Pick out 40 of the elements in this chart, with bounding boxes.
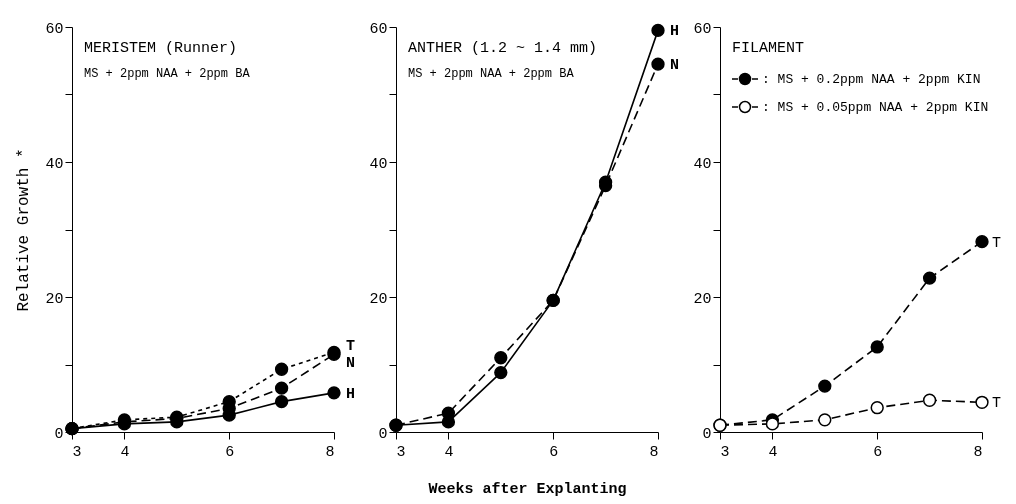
x-tick-label: 6 [549, 443, 559, 461]
y-tick-label: 0 [378, 425, 388, 443]
series-label: H [346, 385, 356, 403]
text: ANTHER (1.2 ~ 1.4 mm) [408, 40, 598, 57]
legend-label: : MS + 0.05ppm NAA + 2ppm KIN [762, 100, 989, 115]
y-tick-label: 40 [693, 155, 712, 173]
x-tick-label: 3 [72, 443, 82, 461]
y-tick-label: 60 [369, 20, 388, 38]
series-label: H [670, 23, 680, 41]
y-tick-label: 20 [45, 290, 64, 308]
x-tick-label: 8 [973, 443, 983, 461]
x-tick-label: 4 [768, 443, 778, 461]
annotation: T [992, 395, 1002, 413]
y-tick-label: 0 [54, 425, 64, 443]
text: FILAMENT [732, 40, 805, 57]
y-tick-label: 60 [693, 20, 712, 38]
series-label: N [346, 354, 356, 372]
y-tick-label: 60 [45, 20, 64, 38]
x-tick-label: 3 [720, 443, 730, 461]
y-tick-label: 40 [369, 155, 388, 173]
x-tick-label: 8 [649, 443, 659, 461]
text: MS + 2ppm NAA + 2ppm BA [408, 67, 575, 81]
x-tick-label: 8 [325, 443, 335, 461]
text: MS + 2ppm NAA + 2ppm BA [84, 67, 251, 81]
y-tick-label: 20 [693, 290, 712, 308]
annotation: T [992, 234, 1002, 252]
y-tick-label: 20 [369, 290, 388, 308]
series-label: T [346, 337, 356, 355]
legend-label: : MS + 0.2ppm NAA + 2ppm KIN [762, 72, 981, 87]
text: MERISTEM (Runner) [84, 40, 238, 57]
series-label: N [670, 57, 680, 75]
y-axis-title: Relative Growth * [15, 148, 34, 312]
x-axis-title: Weeks after Explanting [428, 480, 627, 498]
x-tick-label: 6 [225, 443, 235, 461]
y-tick-label: 0 [702, 425, 712, 443]
x-tick-label: 4 [444, 443, 454, 461]
y-tick-label: 40 [45, 155, 64, 173]
x-tick-label: 3 [396, 443, 406, 461]
x-tick-label: 4 [120, 443, 130, 461]
x-tick-label: 6 [873, 443, 883, 461]
